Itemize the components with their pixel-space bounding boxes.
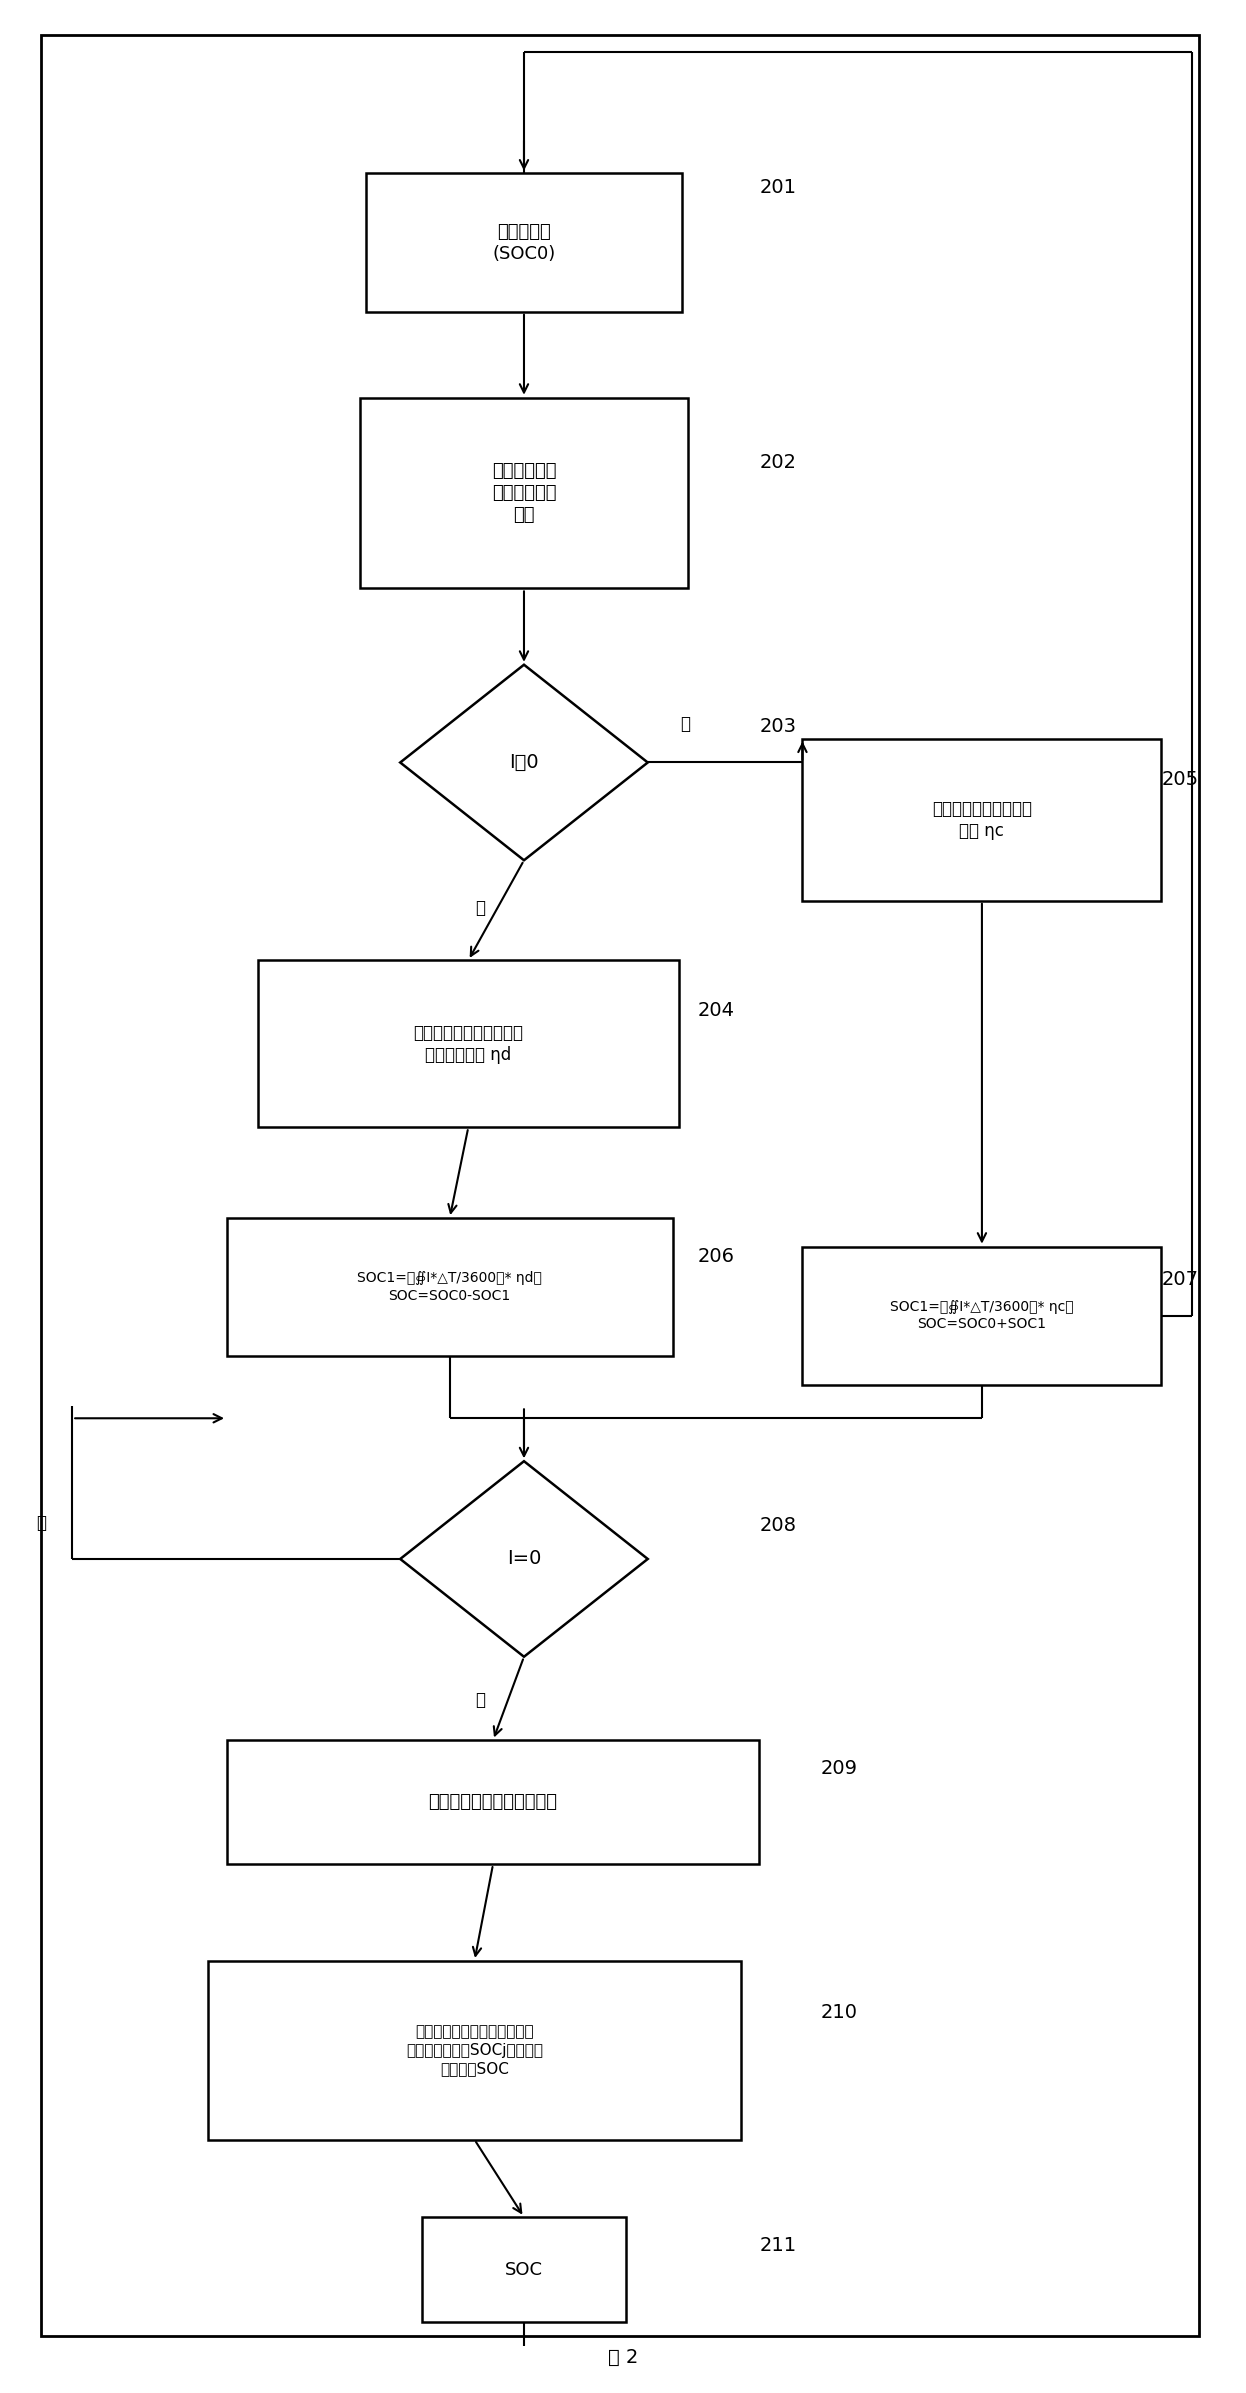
Text: 否: 否	[680, 716, 690, 732]
Text: 202: 202	[759, 452, 796, 471]
FancyBboxPatch shape	[802, 1247, 1161, 1386]
FancyBboxPatch shape	[422, 2218, 625, 2321]
Text: 206: 206	[698, 1247, 734, 1266]
Text: 201: 201	[759, 179, 796, 196]
Text: 210: 210	[821, 2003, 858, 2022]
Text: 是: 是	[476, 1692, 486, 1709]
Text: 205: 205	[1161, 771, 1199, 790]
Text: 207: 207	[1161, 1271, 1199, 1290]
Text: 是: 是	[476, 900, 486, 917]
Polygon shape	[400, 1462, 648, 1656]
Text: 检测电流、检
测温度、检测
电压: 检测电流、检 测温度、检测 电压	[492, 462, 556, 524]
Polygon shape	[400, 665, 648, 859]
FancyBboxPatch shape	[360, 397, 688, 589]
Text: I=0: I=0	[507, 1551, 541, 1567]
Text: I＆0: I＆0	[510, 754, 538, 773]
Text: 根据、开路电压、电池组的内
阵、查出静态的SOCj利用经验
公式修正SOC: 根据、开路电压、电池组的内 阵、查出静态的SOCj利用经验 公式修正SOC	[406, 2024, 543, 2077]
Text: SOC1=（∯I*△T/3600）* ηd）
SOC=SOC0-SOC1: SOC1=（∯I*△T/3600）* ηd） SOC=SOC0-SOC1	[358, 1271, 542, 1302]
Text: 203: 203	[759, 718, 796, 737]
Text: 209: 209	[821, 1759, 858, 1778]
FancyBboxPatch shape	[366, 172, 682, 311]
FancyBboxPatch shape	[802, 739, 1161, 900]
Text: 图 2: 图 2	[608, 2348, 638, 2367]
FancyBboxPatch shape	[208, 1960, 740, 2139]
Text: SOC1=（∯I*△T/3600）* ηc）
SOC=SOC0+SOC1: SOC1=（∯I*△T/3600）* ηc） SOC=SOC0+SOC1	[890, 1299, 1074, 1331]
Text: 208: 208	[759, 1517, 796, 1534]
Text: 初始余量值
(SOC0): 初始余量值 (SOC0)	[492, 223, 556, 263]
Text: 204: 204	[698, 1000, 734, 1019]
Text: 否: 否	[36, 1515, 46, 1532]
Text: 负载模块计算出电池的内阵: 负载模块计算出电池的内阵	[429, 1792, 557, 1812]
Text: SOC: SOC	[505, 2261, 543, 2278]
FancyBboxPatch shape	[258, 960, 679, 1127]
Text: 211: 211	[759, 2235, 796, 2254]
Text: 根据温度、电流充电的
效率 ηc: 根据温度、电流充电的 效率 ηc	[932, 799, 1032, 840]
Text: 根据温度、电流值查出电
池的放电效率 ηd: 根据温度、电流值查出电 池的放电效率 ηd	[414, 1024, 523, 1065]
FancyBboxPatch shape	[227, 1740, 759, 1864]
FancyBboxPatch shape	[227, 1218, 673, 1357]
